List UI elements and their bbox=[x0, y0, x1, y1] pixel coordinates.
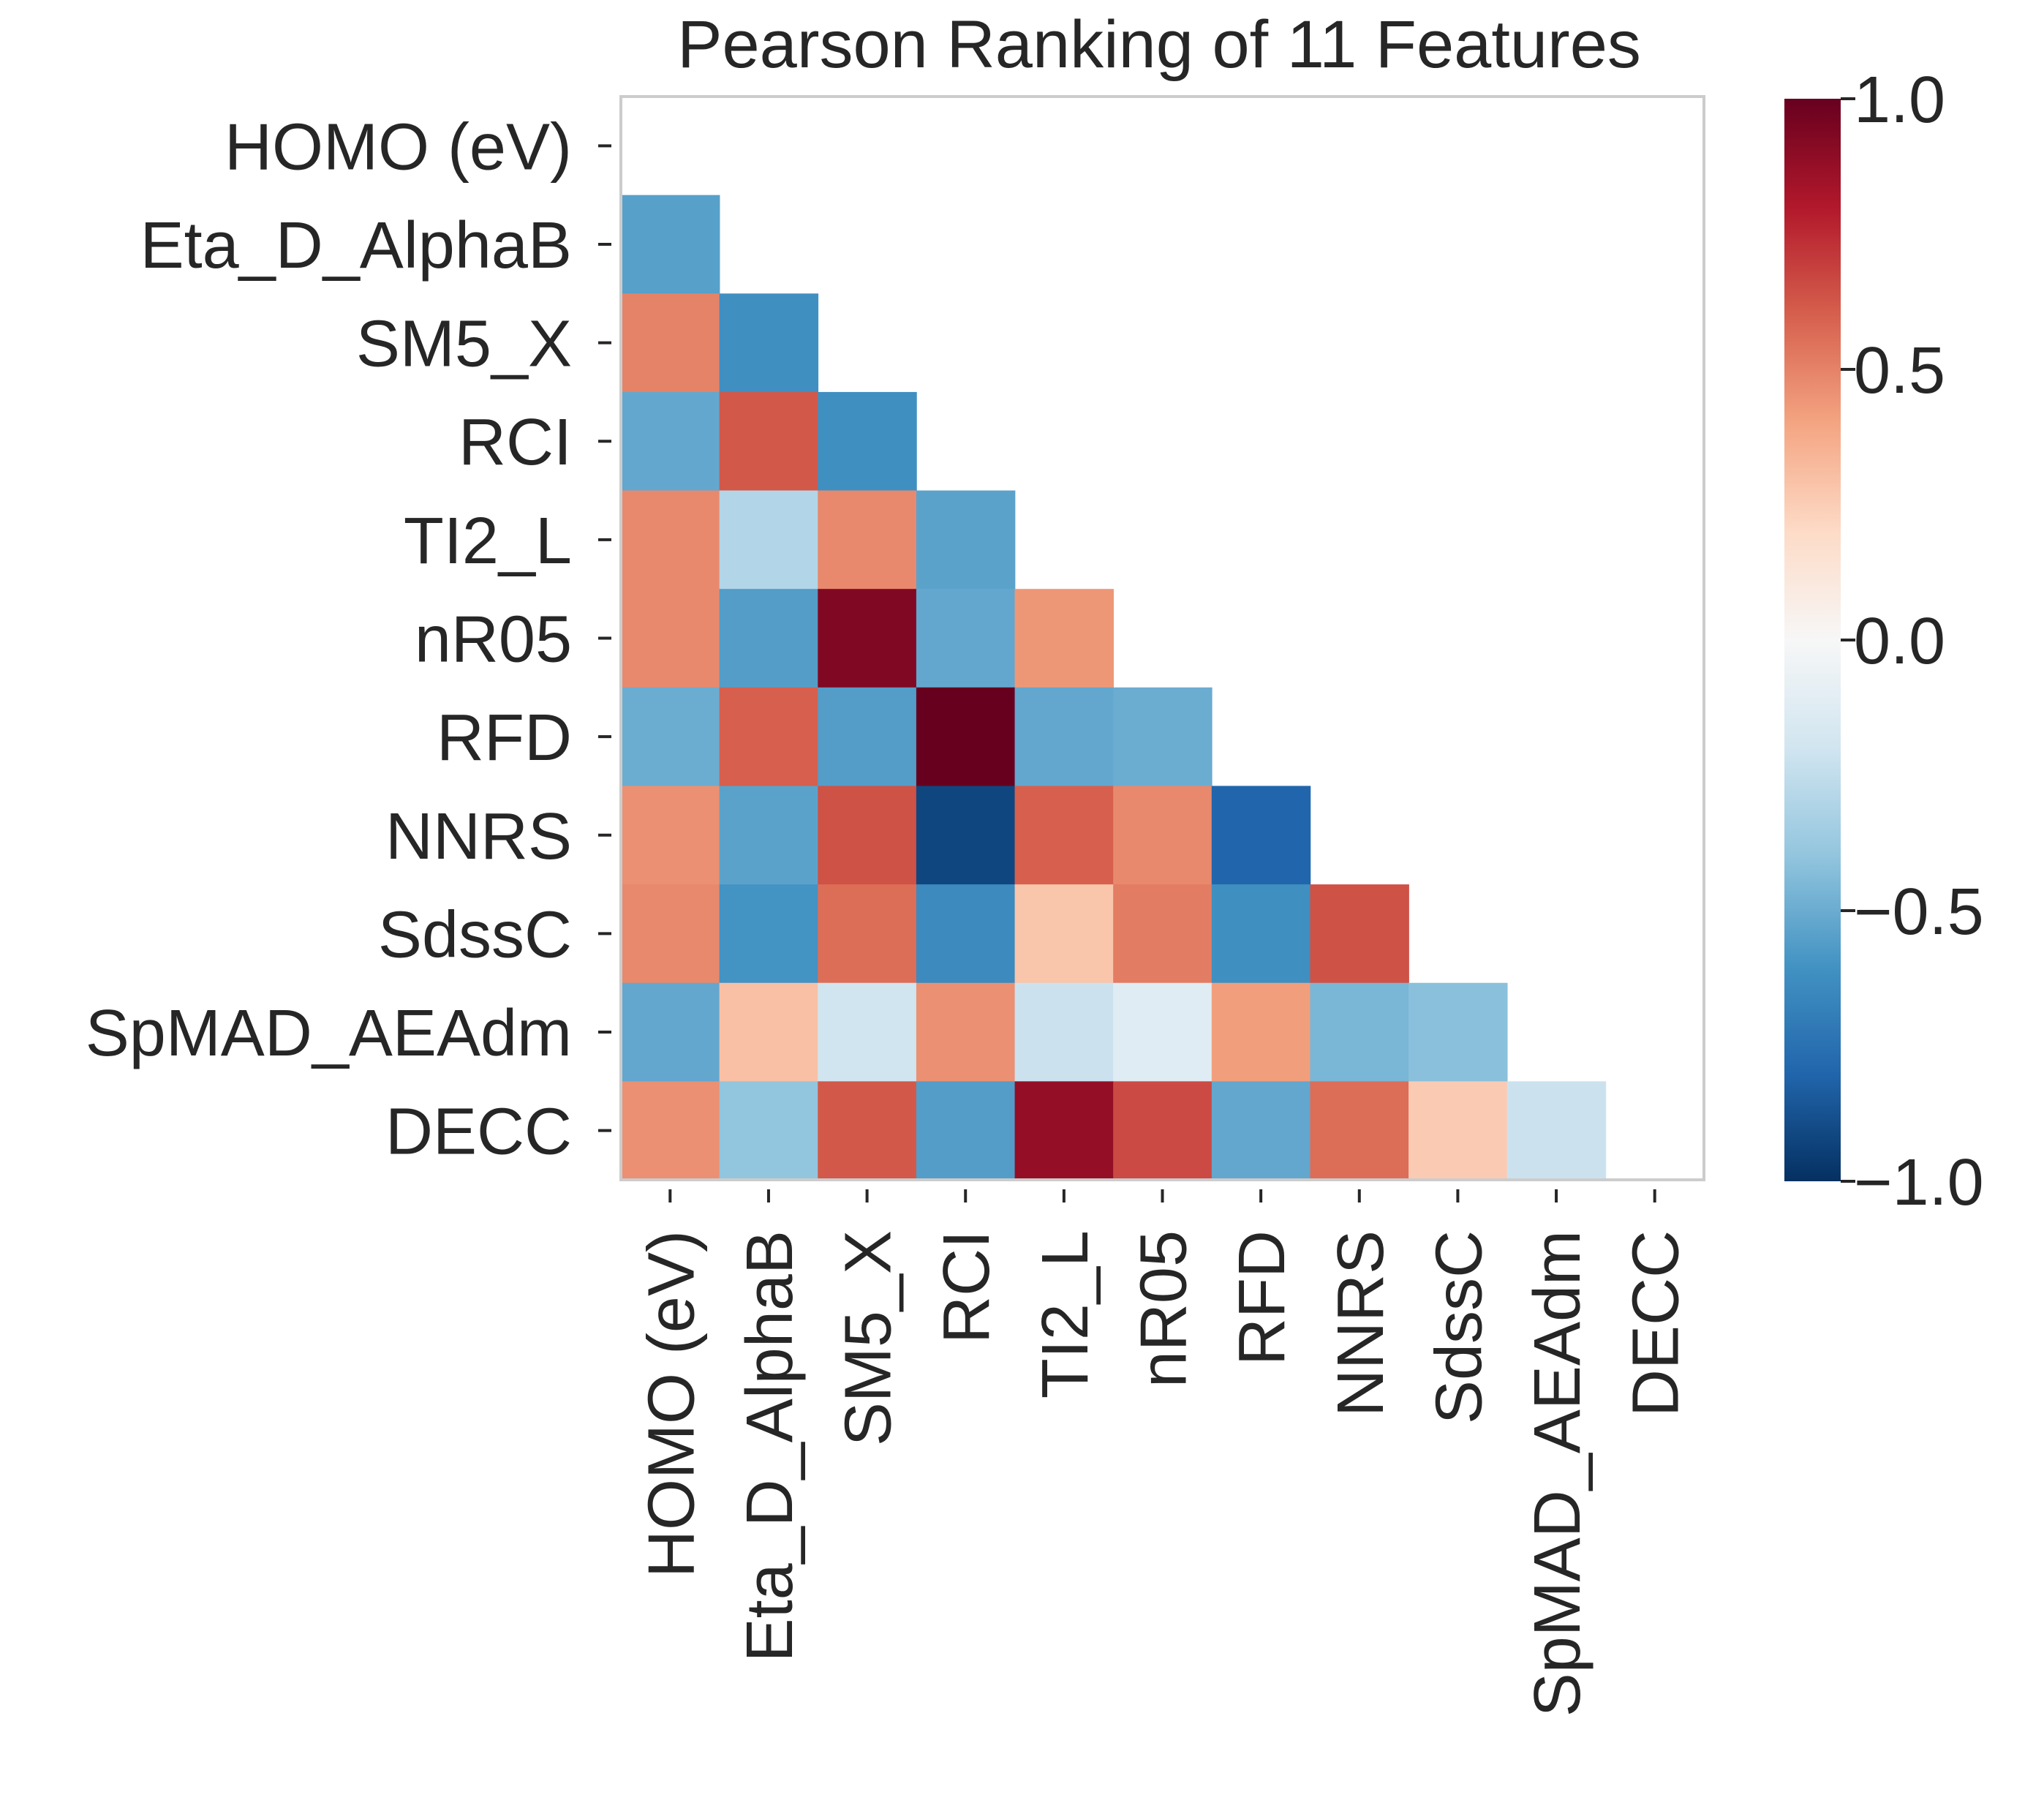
heatmap-cell bbox=[719, 786, 819, 885]
y-tick-label: NNRS bbox=[385, 800, 572, 873]
heatmap-cell bbox=[818, 391, 917, 492]
heatmap-cell bbox=[818, 982, 917, 1083]
y-tick-label: SM5_X bbox=[356, 308, 572, 381]
heatmap-cell bbox=[621, 1081, 720, 1181]
heatmap-cell bbox=[1113, 982, 1213, 1083]
colorbar-tick-label: −1.0 bbox=[1854, 1146, 1984, 1219]
x-tick-label: DECC bbox=[1620, 1230, 1693, 1417]
y-tick-label: TI2_L bbox=[404, 505, 572, 578]
heatmap-cell bbox=[1211, 786, 1311, 885]
x-tick-label: HOMO (eV) bbox=[635, 1230, 708, 1578]
heatmap-cell bbox=[818, 490, 917, 590]
heatmap-cell bbox=[621, 195, 720, 295]
y-tick-label: RFD bbox=[437, 701, 572, 775]
colorbar-tick-label: 0.0 bbox=[1854, 605, 1945, 678]
x-tick-label: NNRS bbox=[1324, 1230, 1398, 1417]
chart-title: Pearson Ranking of 11 Features bbox=[677, 7, 1641, 82]
x-tick-label: SpMAD_AEAdm bbox=[1521, 1230, 1594, 1717]
heatmap-cell bbox=[621, 293, 720, 393]
heatmap-cell bbox=[818, 589, 917, 688]
heatmap-cell bbox=[1014, 982, 1114, 1083]
heatmap-cell bbox=[1014, 884, 1114, 984]
heatmap-cell bbox=[1113, 687, 1213, 787]
heatmap-cell bbox=[916, 1081, 1016, 1181]
heatmap-cell bbox=[1211, 1081, 1311, 1181]
x-tick-label: SM5_X bbox=[832, 1230, 905, 1446]
x-tick-label: TI2_L bbox=[1029, 1230, 1102, 1399]
y-tick-label: RCI bbox=[459, 406, 572, 479]
heatmap-cell bbox=[818, 1081, 917, 1181]
heatmap-cell bbox=[621, 391, 720, 492]
heatmap-cell bbox=[1506, 1081, 1607, 1181]
heatmap-cell bbox=[1310, 1081, 1409, 1181]
heatmap-cell bbox=[719, 1081, 819, 1181]
heatmap-cell bbox=[916, 687, 1016, 787]
heatmap-cell bbox=[916, 884, 1016, 984]
x-tick-label: nR05 bbox=[1128, 1230, 1201, 1388]
heatmap-cell bbox=[621, 884, 720, 984]
heatmap-cell bbox=[1211, 982, 1311, 1083]
heatmap-cell bbox=[916, 786, 1016, 885]
heatmap-cell bbox=[621, 786, 720, 885]
heatmap-cell bbox=[1113, 884, 1213, 984]
heatmap-cell bbox=[621, 589, 720, 688]
heatmap-cell bbox=[916, 589, 1016, 688]
colorbar-axis: 1.0 0.5 0.0 −0.5 −1.0 bbox=[1841, 64, 1984, 1219]
y-tick-label: nR05 bbox=[415, 603, 572, 677]
heatmap-cell bbox=[1310, 982, 1409, 1083]
colorbar-tick-label: 0.5 bbox=[1854, 334, 1945, 407]
x-tick-label: RFD bbox=[1226, 1230, 1299, 1366]
heatmap-cell bbox=[719, 391, 819, 492]
heatmap-cell bbox=[719, 687, 819, 787]
heatmap-cell bbox=[621, 982, 720, 1083]
heatmap-cell bbox=[1408, 1081, 1508, 1181]
heatmap-cell bbox=[1310, 884, 1409, 984]
x-tick-label: RCI bbox=[930, 1230, 1003, 1344]
heatmap-cell bbox=[818, 687, 917, 787]
y-tick-label: SpMAD_AEAdm bbox=[86, 997, 572, 1070]
heatmap-cell bbox=[719, 982, 819, 1083]
heatmap-cell bbox=[719, 293, 819, 393]
heatmap-cell bbox=[916, 490, 1016, 590]
heatmap-cell bbox=[1014, 786, 1114, 885]
y-tick-label: SdssC bbox=[378, 898, 572, 971]
heatmap-cell bbox=[1113, 786, 1213, 885]
x-tick-label: SdssC bbox=[1422, 1230, 1496, 1424]
plot-frame bbox=[619, 95, 1705, 1181]
colorbar-tick-label: −0.5 bbox=[1854, 876, 1984, 949]
y-tick-label: DECC bbox=[385, 1096, 572, 1169]
heatmap-cell bbox=[719, 589, 819, 688]
heatmap-cell bbox=[1408, 982, 1508, 1083]
heatmap-cell bbox=[1113, 1081, 1213, 1181]
heatmap-cell bbox=[916, 982, 1016, 1083]
heatmap-cell bbox=[621, 490, 720, 590]
colorbar bbox=[1784, 99, 1841, 1181]
heatmap-cell bbox=[719, 884, 819, 984]
heatmap-cell bbox=[1211, 884, 1311, 984]
x-tick-label: Eta_D_AlphaB bbox=[733, 1230, 807, 1662]
heatmap-cell bbox=[1014, 687, 1114, 787]
y-axis: HOMO (eV) Eta_D_AlphaB SM5_X RCI TI2_L nR05 RF… bbox=[86, 110, 611, 1169]
y-tick-label: HOMO (eV) bbox=[225, 110, 572, 184]
heatmap-cell bbox=[1014, 1081, 1114, 1181]
x-axis: HOMO (eV) Eta_D_AlphaB SM5_X RCI TI2_L nR05 RF… bbox=[635, 1189, 1693, 1717]
heatmap-cell bbox=[818, 884, 917, 984]
heatmap-cell bbox=[1014, 589, 1114, 688]
heatmap-cell bbox=[719, 490, 819, 590]
colorbar-tick-label: 1.0 bbox=[1854, 64, 1945, 137]
heatmap-cell bbox=[621, 687, 720, 787]
heatmap-cells bbox=[621, 195, 1607, 1181]
heatmap-cell bbox=[818, 786, 917, 885]
y-tick-label: Eta_D_AlphaB bbox=[140, 209, 572, 282]
